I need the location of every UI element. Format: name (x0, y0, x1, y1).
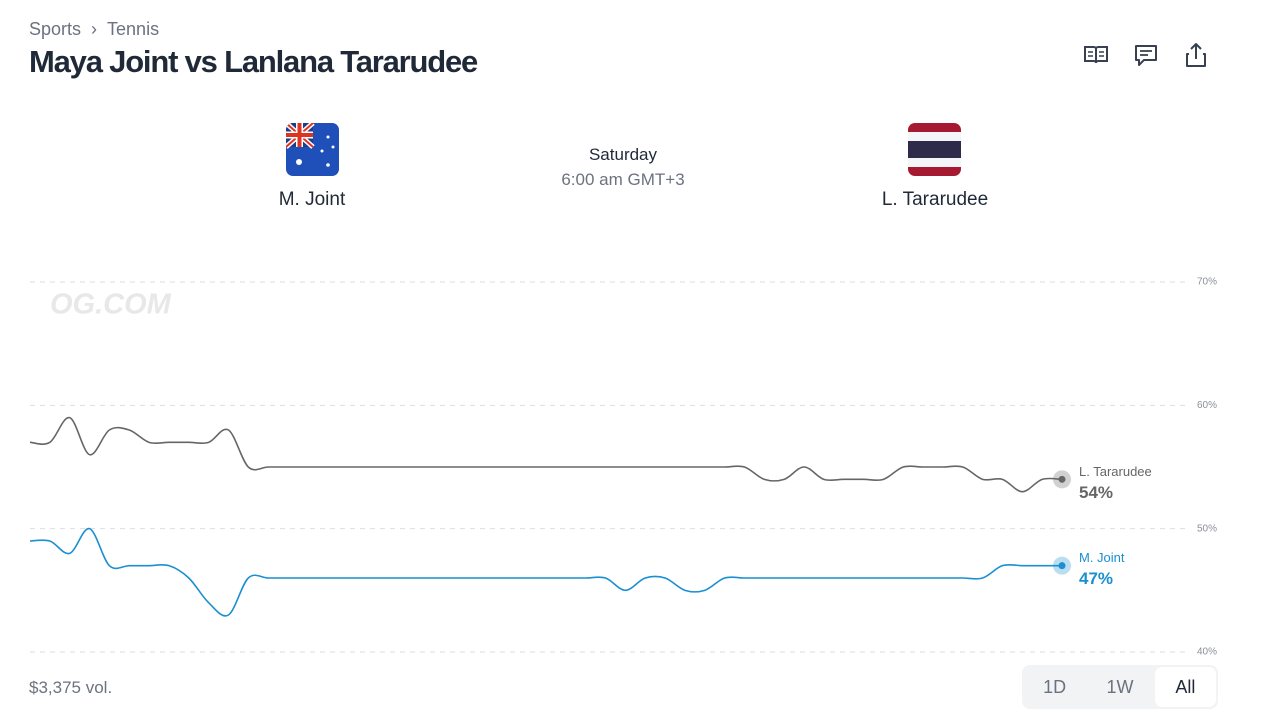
player-name: M. Joint (278, 189, 346, 210)
player-name: L. Tararudee (881, 189, 989, 210)
range-button[interactable]: 1W (1106, 677, 1134, 697)
match-time: 6:00 am GMT+3 (561, 170, 685, 189)
comments-icon[interactable] (1131, 40, 1161, 70)
series-label: M. Joint (1079, 550, 1125, 565)
range-button[interactable]: 1D (1043, 677, 1067, 697)
breadcrumb-link[interactable]: Sports (29, 19, 82, 39)
match-day: Saturday (588, 145, 658, 164)
breadcrumb-link[interactable]: Tennis (107, 19, 160, 39)
chart: OG.COM 40% 50% 60% 70% L. Tararudee 54% M. Joi… (29, 277, 1217, 658)
flag-thailand (908, 123, 961, 176)
end-point (1058, 562, 1066, 570)
volume: $3,375 vol. (29, 678, 113, 697)
watermark: OG.COM (50, 289, 172, 321)
value-label: 54% (1079, 483, 1113, 502)
flag-australia (286, 123, 339, 176)
y-tick-label: 40% (1197, 647, 1217, 658)
series-line (29, 416, 1063, 493)
share-icon[interactable] (1181, 40, 1211, 70)
range-button[interactable]: All (1154, 667, 1216, 707)
y-tick-label: 50% (1197, 523, 1217, 534)
series-label: L. Tararudee (1079, 464, 1152, 479)
separator: › (91, 19, 98, 39)
breadcrumb: Sports › Tennis (29, 19, 159, 40)
range-selector: 1D 1W All (1022, 665, 1218, 709)
value-label: 47% (1079, 569, 1113, 588)
y-tick-label: 70% (1197, 277, 1217, 288)
end-point (1058, 475, 1066, 483)
page-title: Maya Joint vs Lanlana Tararudee (29, 44, 478, 79)
y-tick-label: 60% (1197, 400, 1217, 411)
rules-icon[interactable] (1081, 40, 1111, 70)
series-line (29, 527, 1062, 617)
